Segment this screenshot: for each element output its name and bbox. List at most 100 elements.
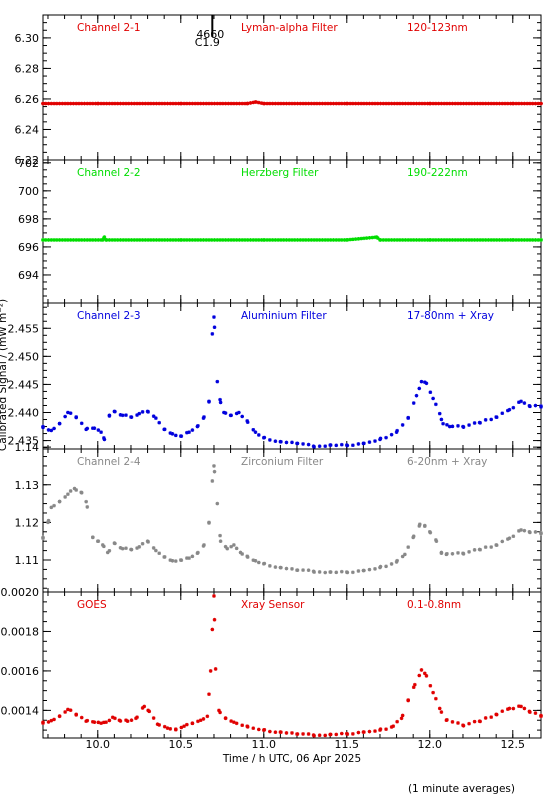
data-point: [43, 238, 48, 242]
data-point: [384, 101, 388, 106]
data-point: [176, 101, 181, 106]
data-point: [406, 238, 410, 242]
data-point: [190, 101, 195, 106]
data-point: [218, 400, 223, 405]
data-point: [182, 724, 186, 728]
data-point: [273, 238, 278, 242]
data-point: [444, 718, 449, 723]
data-point: [113, 238, 117, 242]
data-point: [129, 101, 134, 106]
data-point: [403, 101, 408, 106]
data-point: [257, 100, 261, 105]
data-point: [434, 402, 438, 407]
data-point: [533, 711, 538, 715]
data-point: [301, 442, 305, 446]
data-point: [494, 712, 498, 717]
data-point: [140, 101, 145, 106]
data-point: [68, 489, 73, 493]
y-tick-label: 700: [18, 185, 39, 198]
data-point: [88, 101, 92, 106]
data-point: [439, 101, 444, 106]
data-point: [395, 428, 399, 433]
data-point: [104, 238, 108, 242]
data-point: [52, 717, 56, 722]
data-point: [517, 529, 521, 533]
data-point: [154, 238, 159, 242]
data-point: [497, 101, 502, 106]
data-point: [74, 488, 78, 492]
data-point: [187, 556, 191, 560]
data-point: [456, 721, 460, 725]
data-point: [212, 469, 217, 474]
data-point: [240, 101, 244, 106]
y-tick-label: 1.12: [15, 516, 40, 529]
data-point: [162, 555, 166, 559]
data-point: [437, 411, 442, 416]
data-point: [331, 238, 336, 242]
data-point: [223, 544, 228, 549]
data-point: [232, 720, 236, 725]
data-point: [514, 238, 518, 242]
data-point: [102, 720, 106, 725]
data-point: [168, 431, 173, 435]
data-point: [356, 730, 361, 735]
data-point: [232, 543, 236, 547]
data-point: [49, 101, 54, 106]
data-point: [41, 720, 45, 725]
data-point: [225, 546, 230, 551]
data-point: [295, 441, 299, 446]
data-point: [406, 416, 410, 420]
data-point: [57, 714, 62, 719]
data-point: [309, 238, 314, 242]
x-axis-label: Time / h UTC, 06 Apr 2025: [222, 753, 361, 765]
data-point: [284, 566, 289, 571]
data-point: [361, 568, 366, 573]
data-point: [232, 101, 236, 106]
data-point: [212, 238, 217, 242]
data-point: [129, 547, 133, 552]
data-point: [389, 101, 394, 106]
data-point: [265, 101, 269, 106]
panel-frame: [42, 302, 542, 450]
data-point: [201, 101, 206, 106]
data-point: [168, 558, 173, 562]
data-point: [218, 397, 222, 402]
y-tick-label: 6.26: [15, 93, 40, 106]
data-point: [418, 522, 422, 527]
y-tick-label: 6.30: [15, 32, 40, 45]
data-point: [444, 552, 449, 557]
data-point: [417, 101, 422, 106]
data-point: [400, 101, 405, 106]
data-point: [301, 732, 305, 736]
data-point: [445, 422, 449, 427]
panel-band-label: 6-20nm + Xray: [407, 456, 487, 468]
data-point: [317, 570, 322, 574]
y-tick-label: 6.24: [15, 123, 40, 136]
data-point: [218, 539, 223, 543]
data-point: [209, 238, 214, 242]
data-point: [533, 403, 538, 408]
data-point: [212, 315, 216, 319]
y-tick-label: 2.440: [8, 407, 40, 420]
data-point: [155, 722, 160, 726]
data-point: [190, 721, 195, 726]
data-point: [160, 101, 164, 106]
data-point: [140, 410, 145, 414]
data-point: [110, 715, 115, 720]
data-point: [134, 716, 138, 721]
data-point: [511, 706, 516, 711]
data-point: [442, 238, 446, 242]
data-point: [517, 400, 521, 405]
data-point: [317, 101, 322, 106]
data-point: [104, 720, 108, 725]
data-point: [157, 551, 161, 556]
data-point: [190, 554, 195, 559]
data-point: [539, 531, 543, 536]
data-point: [79, 715, 84, 720]
data-point: [326, 238, 330, 242]
y-tick-label: 0.0020: [1, 586, 40, 599]
data-point: [63, 238, 67, 242]
data-point: [210, 627, 215, 632]
data-point: [245, 101, 249, 106]
data-point: [373, 101, 377, 106]
